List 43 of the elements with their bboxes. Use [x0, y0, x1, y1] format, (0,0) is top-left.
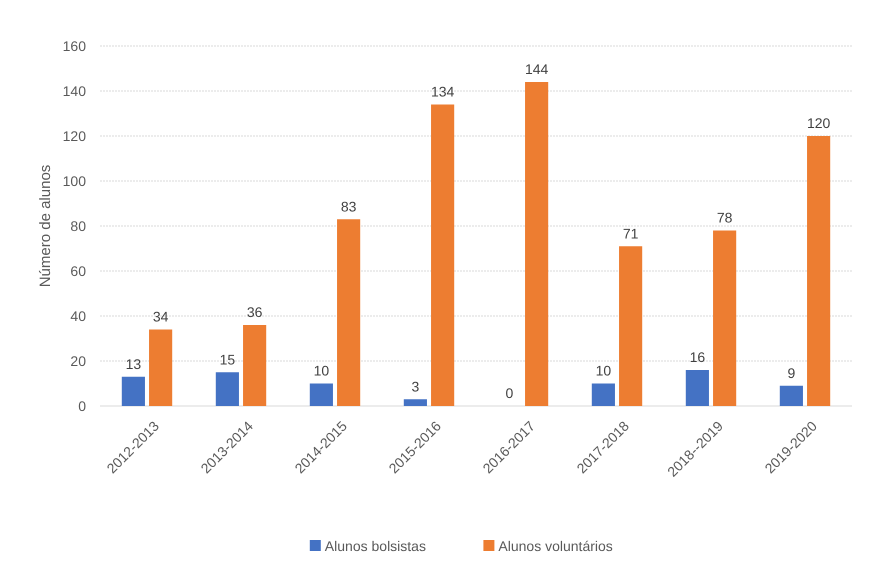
data-label: 15 — [220, 351, 236, 368]
y-tick-label: 100 — [62, 172, 86, 189]
bar — [216, 372, 239, 406]
data-label: 9 — [787, 364, 796, 381]
bar — [525, 82, 548, 406]
data-label: 71 — [622, 225, 639, 242]
data-label: 120 — [806, 115, 831, 131]
y-tick-label: 60 — [70, 262, 86, 279]
legend-label: Alunos bolsistas — [324, 538, 426, 554]
y-tick-label: 140 — [62, 82, 86, 99]
y-tick-label: 40 — [70, 308, 86, 324]
y-tick-label: 160 — [62, 38, 86, 54]
bar — [404, 399, 427, 406]
y-tick-label: 20 — [70, 352, 86, 369]
data-label: 10 — [596, 362, 612, 378]
data-label: 0 — [505, 385, 514, 401]
bar — [310, 384, 333, 406]
y-axis-title: Número de alunos — [37, 164, 54, 288]
data-label: 36 — [246, 304, 263, 320]
bar — [149, 330, 172, 406]
bar — [243, 325, 266, 406]
data-label: 34 — [152, 308, 169, 324]
data-label: 134 — [430, 84, 455, 100]
data-label: 78 — [716, 210, 733, 226]
data-label: 13 — [126, 356, 142, 372]
data-label: 3 — [411, 378, 420, 394]
bar — [337, 219, 360, 406]
bar — [713, 230, 736, 406]
data-label: 83 — [340, 198, 357, 214]
bar — [686, 370, 709, 406]
data-label: 144 — [524, 61, 549, 77]
y-tick-label: 120 — [62, 128, 86, 144]
bar — [780, 386, 803, 406]
bar — [592, 384, 615, 406]
y-tick-label: 80 — [70, 218, 86, 234]
data-label: 10 — [314, 362, 330, 378]
bar — [807, 136, 830, 406]
bar — [122, 376, 145, 406]
bar — [431, 104, 454, 406]
y-tick-label: 0 — [78, 398, 86, 414]
data-label: 16 — [690, 349, 706, 365]
legend-label: Alunos voluntários — [498, 538, 613, 554]
bar — [619, 246, 642, 406]
